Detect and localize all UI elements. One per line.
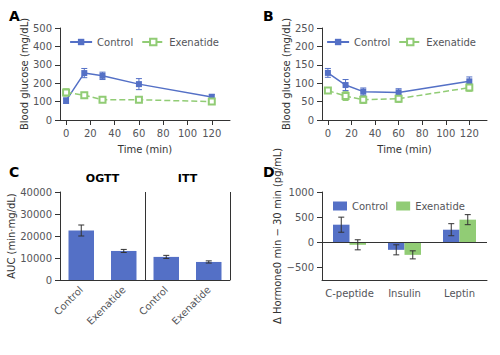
svg-text:1000: 1000: [289, 187, 314, 198]
svg-text:40000: 40000: [20, 187, 52, 198]
svg-text:Control: Control: [354, 37, 390, 48]
svg-text:C: C: [9, 164, 19, 180]
svg-text:C-peptide: C-peptide: [325, 288, 374, 299]
svg-text:D: D: [263, 164, 275, 180]
svg-text:80: 80: [157, 128, 170, 139]
svg-text:B: B: [263, 8, 274, 24]
svg-text:0: 0: [46, 115, 52, 126]
svg-text:Control: Control: [52, 284, 85, 317]
svg-text:500: 500: [33, 23, 52, 34]
svg-text:250: 250: [295, 23, 314, 34]
svg-text:Time (min): Time (min): [117, 144, 172, 155]
svg-text:150: 150: [295, 59, 314, 70]
svg-text:Insulin: Insulin: [388, 288, 421, 299]
svg-text:40: 40: [108, 128, 121, 139]
svg-text:Control: Control: [352, 201, 388, 212]
svg-text:Exenatide: Exenatide: [169, 37, 219, 48]
svg-text:0: 0: [325, 128, 331, 139]
svg-text:10000: 10000: [20, 253, 52, 264]
svg-text:20000: 20000: [20, 231, 52, 242]
svg-text:Δ Hormone0 min − 30 min (pg/mL: Δ Hormone0 min − 30 min (pg/mL): [272, 147, 284, 325]
svg-text:Blood glucose (mg/dL): Blood glucose (mg/dL): [281, 18, 292, 130]
svg-text:20: 20: [345, 128, 358, 139]
svg-text:−500: −500: [287, 262, 314, 273]
svg-text:200: 200: [295, 41, 314, 52]
svg-text:400: 400: [33, 41, 52, 52]
svg-text:0: 0: [46, 275, 52, 286]
svg-text:20: 20: [84, 128, 97, 139]
svg-text:500: 500: [295, 212, 314, 223]
svg-text:300: 300: [33, 59, 52, 70]
svg-text:100: 100: [436, 128, 455, 139]
svg-text:Leptin: Leptin: [444, 288, 475, 299]
svg-text:Control: Control: [137, 284, 170, 317]
svg-text:Exenatide: Exenatide: [170, 284, 213, 327]
svg-text:120: 120: [460, 128, 479, 139]
svg-text:60: 60: [133, 128, 146, 139]
svg-text:AUC (min·mg/dL): AUC (min·mg/dL): [6, 193, 17, 279]
svg-text:Exenatide: Exenatide: [415, 201, 465, 212]
svg-text:A: A: [9, 8, 20, 24]
svg-text:0: 0: [308, 237, 314, 248]
svg-text:40: 40: [369, 128, 382, 139]
svg-text:Exenatide: Exenatide: [85, 284, 128, 327]
svg-text:OGTT: OGTT: [86, 172, 120, 185]
svg-text:50: 50: [301, 96, 314, 107]
svg-text:Time (min): Time (min): [376, 144, 431, 155]
svg-text:80: 80: [416, 128, 429, 139]
svg-text:200: 200: [33, 78, 52, 89]
svg-text:ITT: ITT: [178, 172, 198, 185]
svg-text:30000: 30000: [20, 209, 52, 220]
svg-text:0: 0: [308, 115, 314, 126]
svg-text:Exenatide: Exenatide: [426, 37, 476, 48]
svg-text:0: 0: [63, 128, 69, 139]
svg-text:120: 120: [202, 128, 221, 139]
svg-text:60: 60: [392, 128, 405, 139]
svg-text:100: 100: [178, 128, 197, 139]
svg-text:Blood glucose (mg/dL): Blood glucose (mg/dL): [19, 18, 30, 130]
svg-text:100: 100: [33, 96, 52, 107]
svg-text:Control: Control: [97, 37, 133, 48]
svg-text:100: 100: [295, 78, 314, 89]
